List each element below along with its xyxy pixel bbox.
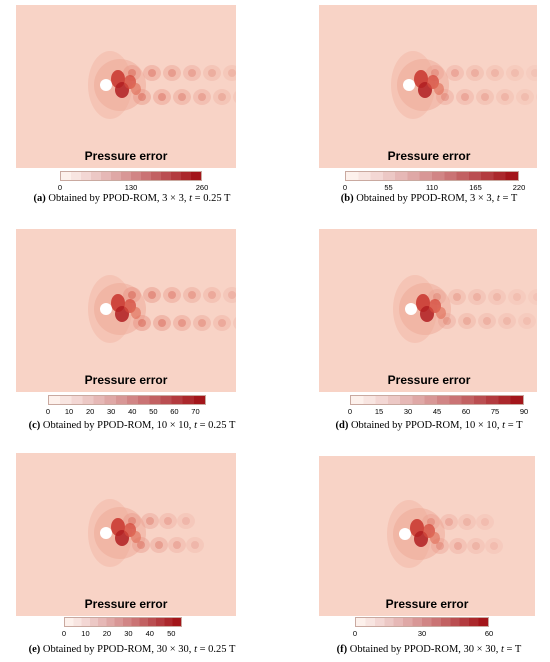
caption-text-b: Obtained by PPOD-ROM, 3 × 3, — [356, 193, 495, 204]
pressure-error-field-f — [319, 456, 535, 616]
pressure-error-field-c — [16, 229, 236, 392]
colorbar-a — [60, 171, 202, 181]
caption-time-var-f: t — [500, 644, 504, 655]
colorbar-tick-label: 220 — [512, 183, 526, 192]
colorbar-tick-label: 30 — [124, 629, 133, 638]
caption-letter-b: (b) — [340, 193, 354, 204]
colorbar-tick-label: 70 — [191, 407, 200, 416]
colorbar-title-f: Pressure error — [385, 597, 469, 611]
caption-e: (e) Obtained by PPOD-ROM, 30 × 30, t = 0… — [29, 644, 236, 655]
colorbar-tick-label: 40 — [128, 407, 137, 416]
colorbar-title-b: Pressure error — [387, 149, 471, 163]
colorbar-tick-label: 20 — [85, 407, 95, 416]
colorbar-b — [345, 171, 519, 181]
colorbar-tick-label: 30 — [417, 629, 427, 638]
colorbar-tick-label: 45 — [432, 407, 442, 416]
caption-text-e: Obtained by PPOD-ROM, 30 × 30, — [42, 644, 192, 655]
colorbar-tick-label: 0 — [342, 183, 348, 192]
caption-letter-c: (c) — [28, 420, 41, 431]
caption-f: (f) Obtained by PPOD-ROM, 30 × 30, t = T — [337, 644, 522, 655]
caption-time-b: = T — [502, 193, 518, 204]
caption-c: (c) Obtained by PPOD-ROM, 10 × 10, t = 0… — [29, 420, 236, 431]
colorbar-tick-label: 55 — [384, 183, 393, 192]
colorbar-f — [355, 617, 489, 627]
caption-time-var-d: t — [502, 420, 506, 431]
colorbar-tick-label: 0 — [347, 407, 353, 416]
caption-time-e: = 0.25 T — [199, 644, 236, 655]
colorbar-tick-label: 0 — [352, 629, 358, 638]
colorbar-tick-label: 165 — [469, 183, 482, 192]
colorbar-title-d: Pressure error — [387, 373, 471, 387]
colorbar-e — [64, 617, 182, 627]
pressure-error-field-d — [319, 229, 537, 392]
caption-time-a: = 0.25 T — [194, 193, 231, 204]
colorbar-tick-label: 60 — [461, 407, 471, 416]
colorbar-title-a: Pressure error — [84, 149, 168, 163]
pressure-error-field-e — [16, 453, 236, 616]
caption-time-var-e: t — [194, 644, 197, 655]
colorbar-tick-label: 60 — [170, 407, 179, 416]
caption-letter-a: (a) — [33, 193, 46, 204]
colorbar-title-e: Pressure error — [84, 597, 168, 611]
colorbar-tick-label: 110 — [426, 183, 438, 192]
colorbar-tick-label: 0 — [57, 183, 63, 192]
caption-a: (a) Obtained by PPOD-ROM, 3 × 3, t = 0.2… — [34, 193, 231, 204]
colorbar-tick-label: 50 — [149, 407, 158, 416]
colorbar-tick-label: 15 — [374, 407, 384, 416]
caption-letter-e: (e) — [28, 644, 41, 655]
caption-letter-d: (d) — [335, 420, 349, 431]
pressure-error-field-a — [16, 5, 236, 168]
caption-b: (b) Obtained by PPOD-ROM, 3 × 3, t = T — [341, 193, 517, 204]
colorbar-tick-label: 130 — [124, 183, 138, 192]
caption-text-d: Obtained by PPOD-ROM, 10 × 10, — [350, 420, 500, 431]
caption-text-f: Obtained by PPOD-ROM, 30 × 30, — [349, 644, 499, 655]
colorbar-tick-label: 0 — [61, 629, 67, 638]
caption-time-var-a: t — [189, 193, 193, 204]
caption-text-c: Obtained by PPOD-ROM, 10 × 10, — [42, 420, 192, 431]
colorbar-d — [350, 395, 524, 405]
caption-d: (d) Obtained by PPOD-ROM, 10 × 10, t = T — [336, 420, 523, 431]
caption-time-c: = 0.25 T — [199, 420, 236, 431]
caption-letter-f: (f) — [336, 644, 348, 655]
colorbar-tick-label: 260 — [195, 183, 209, 192]
colorbar-c — [48, 395, 206, 405]
colorbar-tick-label: 75 — [490, 407, 500, 416]
colorbar-tick-label: 60 — [484, 629, 494, 638]
caption-time-f: = T — [506, 644, 522, 655]
caption-time-var-b: t — [496, 193, 500, 204]
caption-time-d: = T — [507, 420, 523, 431]
colorbar-tick-label: 30 — [107, 407, 116, 416]
colorbar-tick-label: 40 — [145, 629, 154, 638]
caption-text-a: Obtained by PPOD-ROM, 3 × 3, — [48, 193, 187, 204]
caption-time-var-c: t — [194, 420, 197, 431]
colorbar-tick-label: 90 — [519, 407, 529, 416]
colorbar-tick-label: 10 — [64, 407, 74, 416]
colorbar-tick-label: 20 — [102, 629, 112, 638]
colorbar-tick-label: 30 — [403, 407, 413, 416]
pressure-error-field-b — [319, 5, 537, 168]
colorbar-tick-label: 10 — [81, 629, 90, 638]
colorbar-title-c: Pressure error — [84, 373, 168, 387]
colorbar-tick-label: 0 — [45, 407, 51, 416]
colorbar-tick-label: 50 — [167, 629, 176, 638]
